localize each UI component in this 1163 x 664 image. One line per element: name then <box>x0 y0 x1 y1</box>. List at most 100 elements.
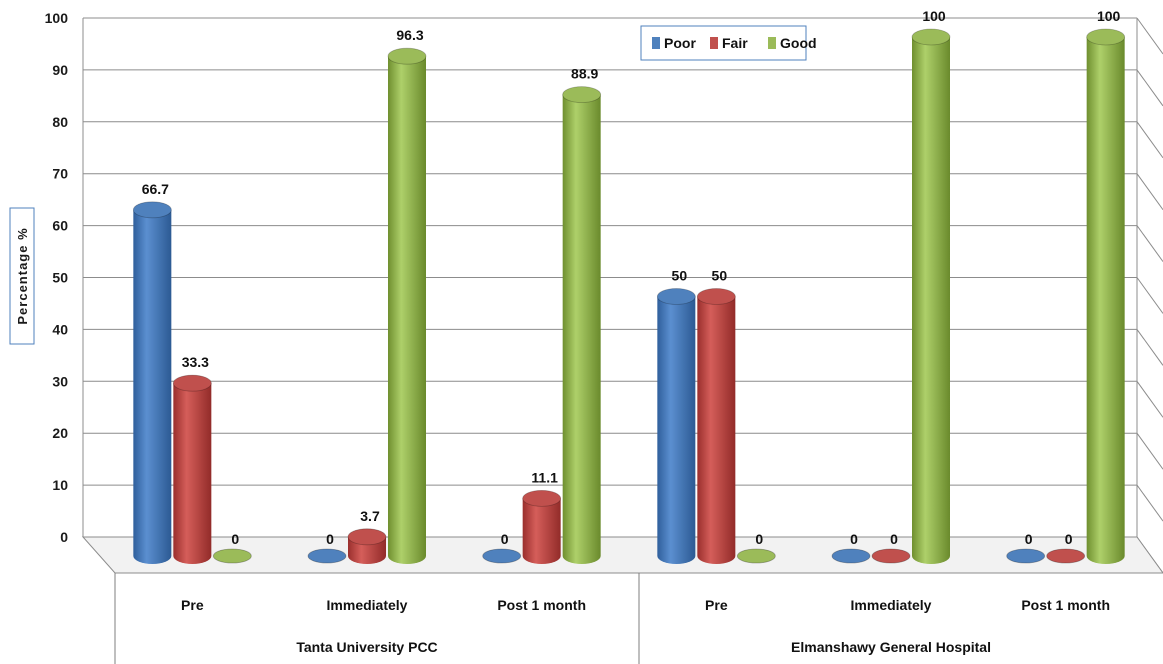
x-category-label: Pre <box>181 597 204 613</box>
x-category-label: Immediately <box>851 597 932 613</box>
data-label: 33.3 <box>182 354 209 370</box>
bar-fair <box>696 288 736 564</box>
bar-top <box>696 288 736 305</box>
y-tick-label: 10 <box>52 477 68 493</box>
x-group-label: Tanta University PCC <box>296 639 437 655</box>
legend-label-fair: Fair <box>722 35 748 51</box>
bar-fair <box>1046 548 1086 564</box>
y-tick-label: 90 <box>52 62 68 78</box>
bar-top <box>387 47 427 65</box>
y-tick-label: 70 <box>52 166 68 182</box>
legend-label-poor: Poor <box>664 35 696 51</box>
x-category-label: Post 1 month <box>1021 597 1110 613</box>
bar-top <box>562 86 602 104</box>
bar-fair <box>347 528 387 564</box>
bar-top <box>1086 28 1126 46</box>
bar-body <box>562 94 601 564</box>
bar-poor <box>307 548 347 564</box>
bar-zero <box>871 548 911 564</box>
bar-poor <box>831 548 871 564</box>
bar-poor <box>132 201 172 564</box>
y-tick-label: 40 <box>52 321 68 337</box>
y-axis-label: Percentage % <box>15 227 30 324</box>
bar-zero <box>307 548 347 564</box>
bar-good <box>911 28 951 564</box>
legend-label-good: Good <box>780 35 817 51</box>
legend-swatch-poor <box>652 37 660 49</box>
bar-body <box>912 37 950 564</box>
bar-good <box>736 548 776 564</box>
y-tick-label: 50 <box>52 270 68 286</box>
bar-good <box>212 548 252 564</box>
bar-zero <box>736 548 776 564</box>
gridline-side <box>1136 69 1163 107</box>
x-category-label: Immediately <box>327 597 408 613</box>
bar-body <box>388 56 426 564</box>
y-tick-label: 20 <box>52 425 68 441</box>
gridline-side <box>1136 17 1163 55</box>
data-label: 0 <box>890 531 898 547</box>
data-label: 0 <box>850 531 858 547</box>
bar-top <box>132 201 172 219</box>
data-label: 0 <box>231 531 239 547</box>
y-tick-label: 100 <box>45 10 69 26</box>
x-axis: Pre Immediately Post 1 month Tanta Universi… <box>114 573 1110 664</box>
y-tick-label: 60 <box>52 218 68 234</box>
data-labels: 66.7 33.3 0 0 3.7 96.3 0 11.1 88.9 50 50 0 0 0 100 0 0 10… <box>142 8 1121 547</box>
bar-good <box>1086 28 1126 564</box>
x-group-label: Elmanshawy General Hospital <box>791 639 991 655</box>
bar-zero <box>1006 548 1046 564</box>
bar-body <box>1086 37 1125 564</box>
legend: Poor Fair Good <box>640 25 817 61</box>
gridline-side <box>1136 329 1163 366</box>
y-tick-label: 30 <box>52 373 68 389</box>
data-label: 96.3 <box>396 27 423 43</box>
gridline-side <box>1136 484 1163 522</box>
x-category-label: Pre <box>705 597 728 613</box>
data-label: 0 <box>1065 531 1073 547</box>
gridline-side <box>1136 277 1163 314</box>
bar-poor <box>482 548 522 564</box>
data-label: 0 <box>755 531 763 547</box>
bar-top <box>911 28 951 46</box>
data-label: 50 <box>672 268 688 284</box>
bar-body <box>522 498 561 564</box>
bar-fair <box>172 374 212 564</box>
y-tick-label: 0 <box>60 529 68 545</box>
data-label: 50 <box>712 268 728 284</box>
y-axis-title: Percentage % <box>9 207 35 345</box>
gridline-side <box>1136 381 1163 418</box>
gridlines <box>82 17 1163 574</box>
y-tick-label: 80 <box>52 114 68 130</box>
data-label: 0 <box>326 531 334 547</box>
bar-good <box>387 47 427 564</box>
bar-fair <box>871 548 911 564</box>
bar-poor <box>656 288 696 564</box>
bar-poor <box>1006 548 1046 564</box>
legend-swatch-good <box>768 37 776 49</box>
bar-fair <box>522 489 562 564</box>
bar-top <box>522 489 562 507</box>
data-label: 88.9 <box>571 66 598 82</box>
data-label: 3.7 <box>360 508 380 524</box>
gridline-side <box>1136 173 1163 210</box>
x-category-label: Post 1 month <box>497 597 586 613</box>
bar-zero <box>482 548 522 564</box>
bar-body <box>657 296 696 564</box>
data-label: 100 <box>1097 8 1121 24</box>
y-axis: 0 10 20 30 40 50 60 70 80 90 100 <box>45 10 69 545</box>
gridline-side <box>1136 121 1163 159</box>
data-label: 66.7 <box>142 181 169 197</box>
bar-body <box>133 209 172 564</box>
bar-zero <box>831 548 871 564</box>
data-label: 100 <box>922 8 946 24</box>
data-label: 0 <box>501 531 509 547</box>
bar-top <box>656 288 696 305</box>
bar-top <box>347 528 387 546</box>
bar-top <box>172 374 212 392</box>
gridline-side <box>1136 225 1163 262</box>
data-label: 11.1 <box>531 469 558 485</box>
bar-zero <box>1046 548 1086 564</box>
bar-good <box>562 86 602 564</box>
